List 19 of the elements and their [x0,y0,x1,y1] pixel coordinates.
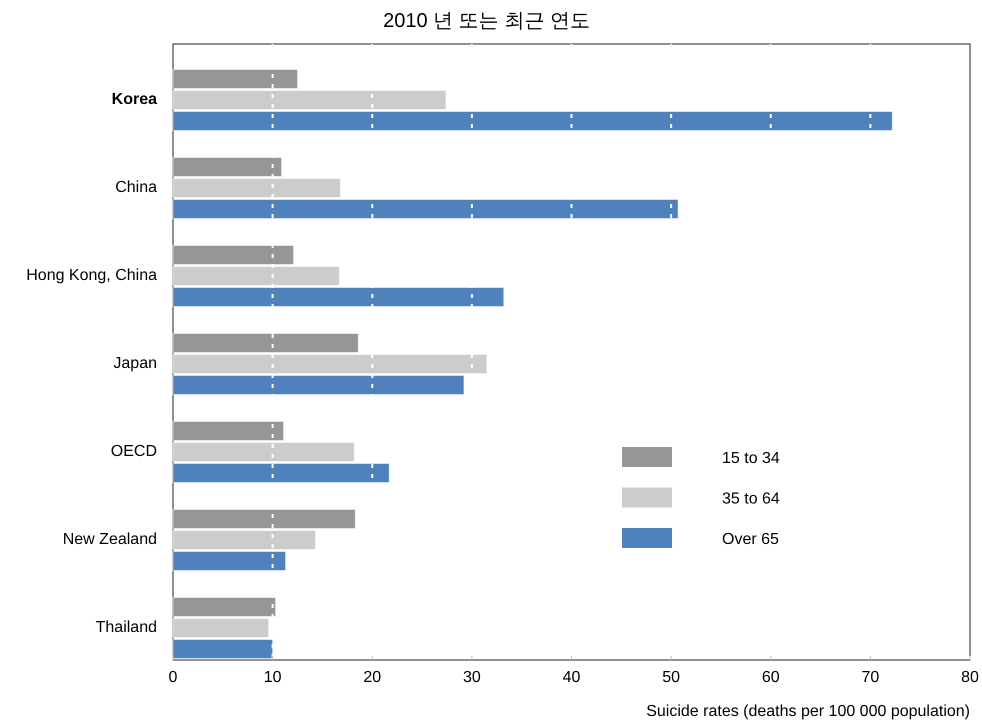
y-tick-label: Korea [112,91,158,108]
x-tick-label: 40 [562,669,580,686]
y-tick-label: New Zealand [62,531,157,548]
x-tick-label: 50 [662,669,680,686]
y-tick-label: OECD [110,443,157,460]
y-tick-label: Hong Kong, China [26,267,158,284]
x-tick-label: 80 [961,669,979,686]
x-tick-label: 60 [762,669,780,686]
x-tick-label: 0 [168,669,178,686]
x-tick-label: 30 [462,669,481,686]
legend: 15 to 34 35 to 64 Over 65 [622,447,780,548]
x-tick-label: 10 [264,669,282,686]
y-tick-label: China [115,179,158,196]
chart-title: 2010 년 또는 최근 연도 [383,10,590,32]
x-axis-title: Suicide rates (deaths per 100 000 population) [646,703,970,720]
x-tick-label: 70 [861,669,880,686]
x-tick-label: 20 [363,669,382,686]
y-tick-label: Thailand [96,619,157,636]
y-tick-label: Japan [113,355,157,372]
